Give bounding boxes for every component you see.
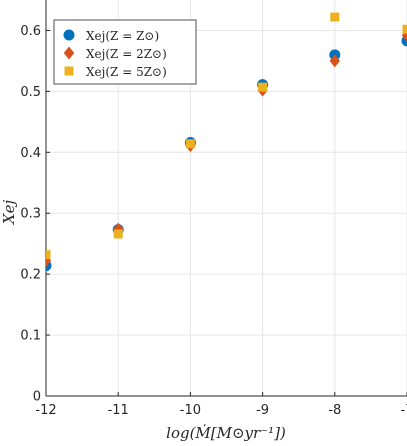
axes [45,0,407,397]
x-tick-label: -9 [256,403,269,418]
data-point-series-3 [258,82,268,92]
legend-marker-2 [63,46,75,60]
y-tick-label: 0.3 [20,207,41,222]
y-tick-label: 0.4 [20,146,41,161]
data-points [46,12,407,272]
y-tick-label: 0.5 [20,85,41,100]
x-axis-label: log(Ṁ[M⊙yr⁻¹]) [166,424,286,442]
data-point-series-3 [402,24,407,34]
legend-label-z1: Xej(Z = Z⊙) [86,29,159,43]
y-tick-label: 0.1 [20,329,41,344]
y-tick-label: 0.6 [20,24,41,39]
legend-box [53,19,197,85]
legend-markers [63,29,75,76]
legend-marker-1 [63,29,75,41]
y-tick-label: 0.2 [20,268,41,283]
data-point-series-3 [185,139,195,149]
data-point-series-3 [46,250,51,260]
x-tick-label: -11 [108,403,129,418]
legend-label-z2: Xej(Z = 2Z⊙) [86,47,167,61]
tick-labels: -12 -11 -10 -9 -8 -7 0 0.1 0.2 0.3 0.4 0.5 0.6 [20,24,407,418]
data-point-series-3 [330,12,340,22]
y-tick-label: 0 [33,390,41,405]
legend-label-z5: Xej(Z = 5Z⊙) [86,65,167,79]
y-axis-label: Xej [0,200,18,226]
legend: Xej(Z = Z⊙) Xej(Z = 2Z⊙) Xej(Z = 5Z⊙) [53,19,197,85]
data-point-series-3 [113,229,123,239]
x-tick-label: -12 [35,403,56,418]
legend-marker-3 [64,66,74,76]
x-tick-label: -7 [401,403,407,418]
x-tick-label: -10 [180,403,201,418]
x-tick-label: -8 [328,403,341,418]
data-point-series-2 [329,54,340,68]
